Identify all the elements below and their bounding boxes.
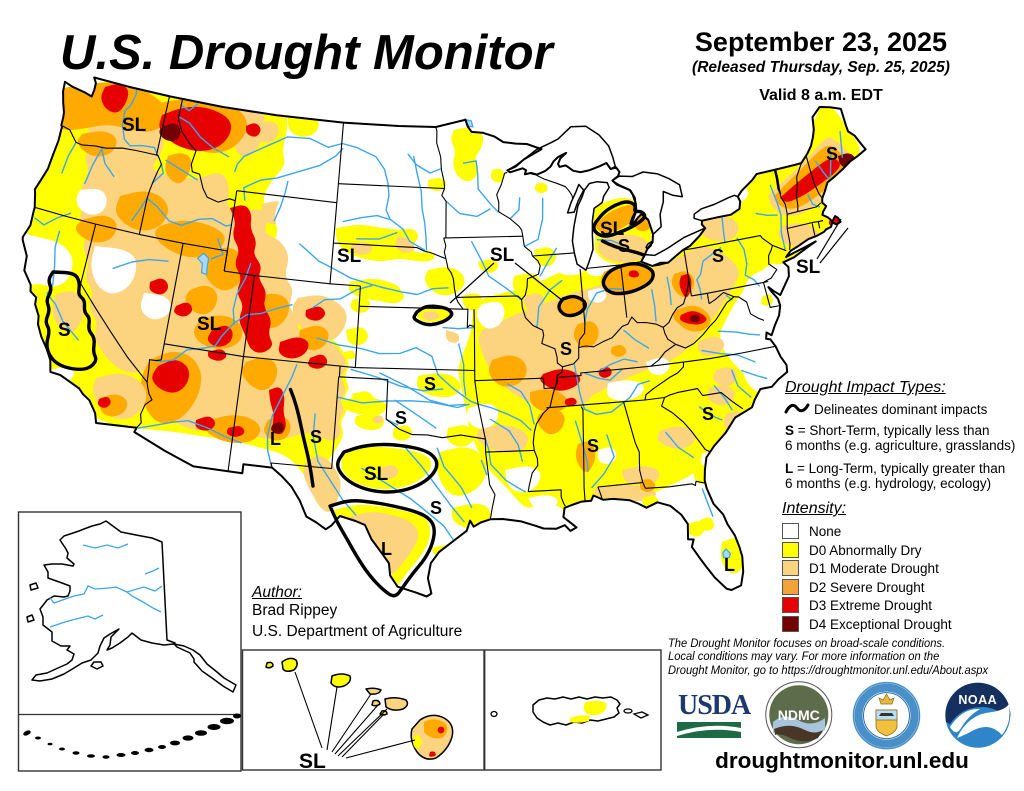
svg-text:SL: SL — [337, 246, 362, 267]
svg-text:S: S — [587, 436, 599, 456]
svg-text:SL: SL — [197, 314, 222, 335]
svg-text:S: S — [702, 404, 714, 424]
svg-text:L: L — [381, 539, 392, 559]
svg-text:NOAA: NOAA — [958, 693, 997, 707]
svg-text:SL: SL — [490, 245, 515, 266]
svg-text:L: L — [724, 555, 735, 575]
svg-text:S: S — [618, 236, 630, 256]
svg-text:NDMC: NDMC — [778, 707, 820, 723]
svg-text:SL: SL — [796, 257, 821, 278]
svg-text:SL: SL — [299, 750, 326, 773]
svg-text:SL: SL — [122, 115, 147, 136]
svg-text:S: S — [430, 498, 442, 518]
svg-text:S: S — [310, 427, 322, 447]
svg-text:SL: SL — [364, 464, 389, 485]
svg-text:droughtmonitor.unl.edu: droughtmonitor.unl.edu — [715, 748, 969, 773]
svg-text:S: S — [560, 339, 572, 359]
svg-text:SL: SL — [600, 219, 625, 240]
svg-text:S: S — [712, 246, 724, 266]
svg-text:S: S — [424, 374, 436, 394]
svg-text:S: S — [395, 408, 407, 428]
svg-text:S: S — [826, 144, 838, 164]
svg-text:L: L — [270, 429, 281, 449]
svg-text:USDA: USDA — [678, 690, 752, 721]
svg-text:S: S — [58, 320, 71, 341]
